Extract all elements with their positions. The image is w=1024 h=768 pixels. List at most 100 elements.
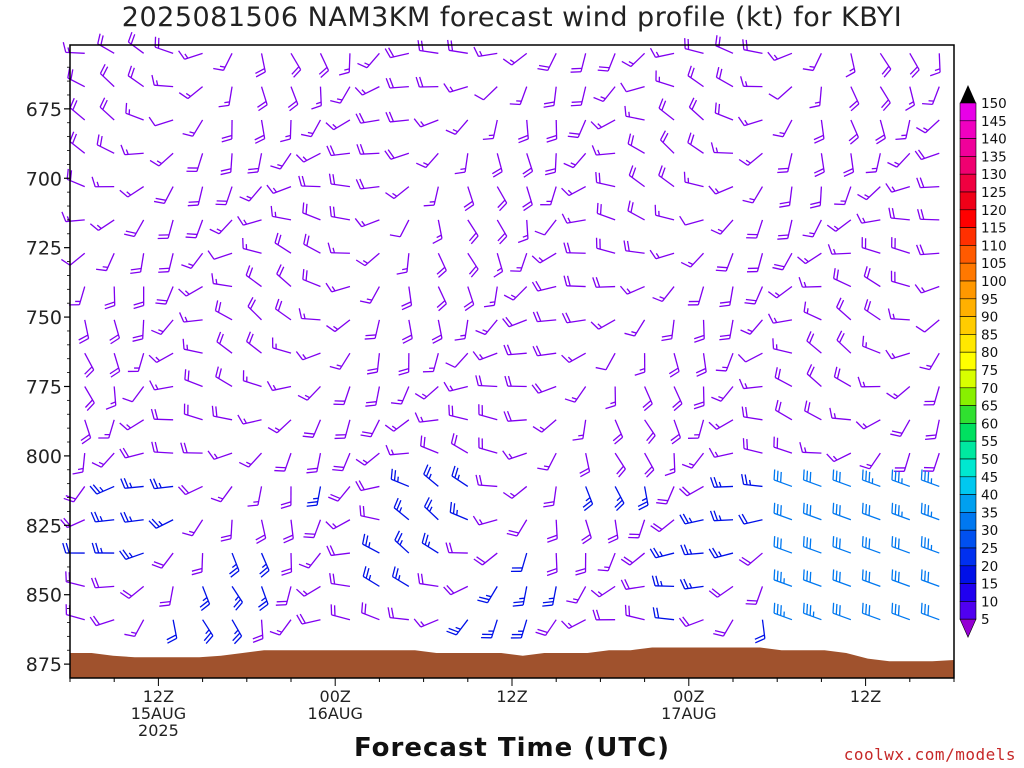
- barb-flag: [248, 267, 254, 278]
- wind-barb: [614, 486, 625, 512]
- barb-flag: [894, 537, 897, 548]
- barb-flag: [687, 132, 692, 143]
- wind-barb: [885, 349, 910, 360]
- barb-flag: [865, 171, 877, 174]
- barb-flag: [366, 371, 378, 375]
- legend-label: 90: [981, 310, 998, 326]
- wind-barb: [120, 478, 144, 489]
- barb-half: [302, 156, 308, 161]
- wind-barb: [254, 119, 266, 144]
- wind-barb: [563, 242, 586, 254]
- barb-flag: [78, 334, 89, 341]
- wind-barb: [306, 486, 322, 507]
- wind-barb: [398, 353, 410, 376]
- barb-flag: [658, 98, 664, 109]
- x-axis-label: Forecast Time (UTC): [353, 733, 671, 763]
- barb-flag: [832, 602, 835, 614]
- barb-flag: [595, 172, 598, 183]
- barb-flag: [719, 337, 730, 341]
- wind-barb: [802, 219, 822, 238]
- wind-barb: [311, 86, 322, 110]
- wind-barb: [915, 319, 940, 333]
- barb-flag: [836, 330, 843, 341]
- barb-flag: [207, 450, 215, 460]
- wind-barb: [537, 452, 557, 471]
- barb-half: [246, 461, 252, 466]
- wind-barb: [664, 453, 676, 477]
- barb-half: [158, 520, 163, 526]
- wind-barb: [678, 616, 704, 628]
- wind-barb: [155, 286, 174, 305]
- wind-barb: [69, 97, 86, 121]
- barb-flag: [385, 192, 395, 200]
- barb-flag: [123, 478, 129, 489]
- barb-flag: [855, 421, 865, 430]
- wind-barb: [713, 619, 734, 637]
- legend-swatch: [959, 547, 977, 567]
- wind-barb: [295, 152, 321, 163]
- legend-label: 15: [981, 577, 998, 593]
- barb-flag: [355, 259, 366, 267]
- wind-barb: [300, 119, 322, 138]
- barb-half: [452, 128, 458, 133]
- barb-half: [669, 467, 675, 471]
- barb-half: [688, 462, 695, 466]
- wind-barb: [652, 607, 675, 621]
- barb-flag: [387, 149, 395, 159]
- barb-flag: [835, 470, 838, 482]
- barb-flag: [626, 240, 630, 252]
- barb-flag: [717, 266, 728, 269]
- barb-flag: [91, 542, 96, 554]
- wind-barb: [543, 486, 557, 508]
- barb-flag: [124, 633, 135, 638]
- barb-flag: [797, 256, 806, 265]
- barb-flag: [248, 333, 254, 344]
- barb-flag: [303, 536, 314, 539]
- barb-half: [543, 465, 550, 468]
- wind-barb: [303, 233, 321, 254]
- wind-barb: [354, 86, 380, 96]
- barb-flag: [252, 634, 263, 640]
- barb-flag: [532, 345, 538, 357]
- wind-barb: [122, 386, 145, 403]
- barb-flag: [151, 441, 155, 453]
- barb-flag: [690, 67, 695, 78]
- barb-flag: [806, 603, 809, 615]
- barb-flag: [155, 197, 167, 201]
- barb-flag: [531, 384, 539, 394]
- wind-barb: [710, 142, 734, 154]
- barb-flag: [591, 145, 597, 156]
- barb-flag: [920, 502, 923, 514]
- barb-flag: [280, 138, 291, 143]
- barb-flag: [542, 604, 553, 607]
- barb-flag: [715, 35, 718, 46]
- barb-flag: [94, 511, 100, 522]
- barb-flag: [454, 467, 459, 479]
- barb-flag: [876, 137, 886, 145]
- wind-barb: [216, 331, 233, 354]
- barb-flag: [502, 450, 510, 460]
- wind-barb: [127, 31, 145, 54]
- barb-flag: [506, 344, 512, 355]
- barb-flag: [280, 501, 292, 506]
- x-tick-label: 17AUG: [661, 704, 716, 723]
- barb-flag: [810, 201, 821, 206]
- wind-barb: [862, 335, 881, 354]
- barb-flag: [630, 135, 635, 146]
- barb-flag: [329, 365, 341, 370]
- barb-half: [99, 486, 104, 492]
- barb-half: [129, 482, 133, 488]
- wind-barb: [270, 152, 292, 170]
- barb-half: [253, 501, 259, 503]
- barb-flag: [388, 111, 395, 122]
- barb-flag: [887, 161, 898, 168]
- barb-flag: [283, 538, 294, 544]
- barb-flag: [661, 334, 673, 338]
- barb-flag: [402, 337, 413, 344]
- barb-flag: [301, 175, 306, 187]
- wind-barb: [271, 337, 292, 354]
- barb-flag: [924, 470, 926, 482]
- wind-barb: [531, 383, 557, 394]
- barb-flag: [738, 514, 745, 525]
- wind-barb: [78, 319, 90, 344]
